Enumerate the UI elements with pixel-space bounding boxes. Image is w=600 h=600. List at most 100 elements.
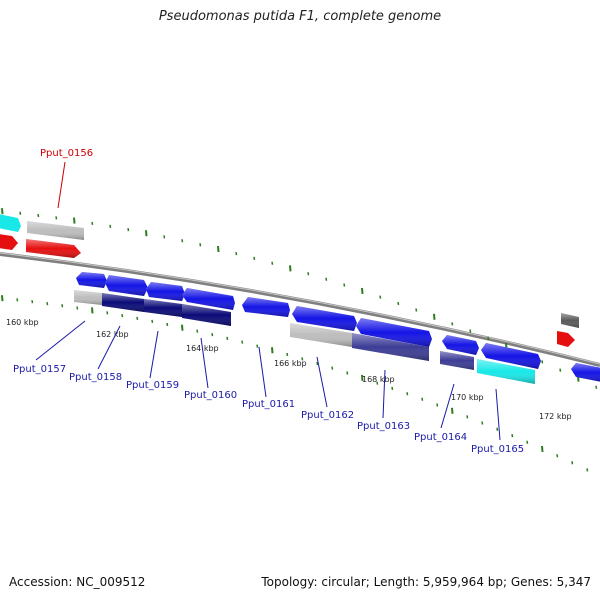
leader-pput-0162 [316, 356, 328, 408]
inner-tick-24 [361, 374, 364, 382]
outer-tick-16 [289, 265, 292, 272]
inner-tick-0 [1, 295, 4, 302]
outer-tick-14 [253, 256, 256, 260]
inner-tick-39 [586, 468, 589, 472]
genome-backbone-highlight [0, 252, 600, 365]
outer-tick-33 [595, 385, 598, 389]
inner-tick-6 [91, 307, 94, 314]
gene-pput-0156[interactable] [27, 221, 84, 240]
outer-tick-0 [1, 208, 4, 215]
gene-red-right[interactable] [557, 331, 575, 347]
inner-tick-10 [151, 319, 154, 323]
outer-tick-row [1, 208, 598, 389]
outer-tick-5 [91, 221, 94, 225]
inner-tick-33 [496, 427, 499, 431]
inner-tick-row [1, 295, 589, 472]
inner-tick-16 [241, 340, 244, 344]
inner-tick-9 [136, 316, 139, 321]
gene-red-left-b[interactable] [26, 239, 81, 258]
inner-tick-11 [166, 322, 169, 327]
inner-tick-23 [346, 371, 349, 375]
inner-tick-8 [121, 313, 124, 318]
gene-label-pput-0157[interactable]: Pput_0157 [13, 364, 66, 375]
scale-label-172: 172 kbp [539, 412, 572, 421]
inner-tick-28 [421, 397, 424, 401]
scale-label-166: 166 kbp [274, 359, 307, 368]
outer-tick-31 [559, 368, 562, 372]
outer-tick-17 [307, 272, 310, 276]
inner-tick-2 [31, 300, 34, 304]
inner-tick-34 [511, 434, 514, 438]
inner-tick-25 [376, 381, 379, 385]
gene-label-pput-0165[interactable]: Pput_0165 [471, 444, 524, 455]
leader-pput-0158 [97, 325, 121, 370]
gene-row-lower-shading [74, 290, 535, 384]
gene-red-left-a[interactable] [0, 234, 18, 250]
inner-tick-5 [76, 306, 79, 310]
outer-tick-3 [55, 216, 58, 220]
inner-tick-26 [391, 386, 394, 390]
inner-tick-31 [466, 415, 469, 419]
outer-tick-2 [37, 213, 40, 218]
inner-tick-7 [106, 311, 109, 315]
gene-label-pput-0161[interactable]: Pput_0161 [242, 399, 295, 410]
accession-text: Accession: NC_009512 [9, 575, 146, 589]
leader-pput-0159 [149, 330, 159, 379]
outer-tick-6 [109, 224, 112, 229]
inner-tick-30 [451, 407, 454, 414]
inner-tick-29 [436, 403, 439, 407]
gene-row-upper-shading [76, 272, 600, 382]
inner-tick-18 [271, 347, 274, 354]
outer-tick-23 [415, 308, 418, 312]
outer-tick-20 [361, 287, 364, 295]
leader-pput-0156 [57, 161, 66, 209]
inner-tick-38 [571, 461, 574, 465]
inner-tick-15 [226, 336, 229, 340]
gene-label-pput-0160[interactable]: Pput_0160 [184, 390, 237, 401]
outer-tick-4 [73, 217, 76, 224]
leader-pput-0157 [35, 320, 86, 361]
genome-summary-text: Topology: circular; Length: 5,959,964 bp… [261, 575, 591, 589]
outer-tick-10 [181, 239, 184, 243]
inner-tick-14 [211, 333, 214, 337]
inner-tick-17 [256, 344, 259, 348]
gene-label-pput-0163[interactable]: Pput_0163 [357, 421, 410, 432]
inner-tick-13 [196, 329, 199, 333]
outer-tick-18 [325, 277, 328, 281]
outer-tick-27 [487, 336, 490, 341]
inner-tick-20 [301, 357, 304, 361]
page-title: Pseudomonas putida F1, complete genome [158, 9, 442, 24]
outer-tick-1 [19, 211, 22, 215]
outer-tick-7 [127, 228, 130, 232]
gene-label-pput-0164[interactable]: Pput_0164 [414, 432, 467, 443]
scale-label-168: 168 kbp [362, 375, 395, 384]
outer-tick-8 [145, 230, 148, 237]
outer-tick-25 [451, 322, 454, 326]
outer-tick-9 [163, 235, 166, 239]
inner-tick-35 [526, 440, 529, 444]
gene-label-pput-0159[interactable]: Pput_0159 [126, 380, 179, 391]
leader-pput-0161 [258, 346, 267, 398]
gene-label-pput-0156[interactable]: Pput_0156 [40, 148, 93, 159]
outer-tick-12 [217, 246, 220, 253]
genome-backbone [0, 252, 600, 367]
inner-tick-27 [406, 392, 409, 396]
inner-tick-21 [316, 361, 319, 366]
inner-tick-32 [481, 421, 484, 425]
gene-label-pput-0162[interactable]: Pput_0162 [301, 410, 354, 421]
outer-tick-26 [469, 329, 472, 333]
inner-tick-1 [16, 298, 19, 302]
inner-tick-22 [331, 366, 334, 370]
scale-label-160: 160 kbp [6, 318, 39, 327]
gene-label-pput-0158[interactable]: Pput_0158 [69, 372, 122, 383]
leader-pput-0165 [495, 388, 501, 441]
outer-tick-21 [379, 295, 382, 299]
outer-tick-15 [271, 261, 274, 265]
inner-tick-12 [181, 324, 184, 331]
outer-tick-22 [397, 301, 400, 306]
outer-tick-30 [541, 360, 544, 364]
gene-cyan-top-left[interactable] [0, 214, 21, 232]
inner-tick-3 [46, 302, 49, 306]
outer-tick-11 [199, 243, 202, 247]
